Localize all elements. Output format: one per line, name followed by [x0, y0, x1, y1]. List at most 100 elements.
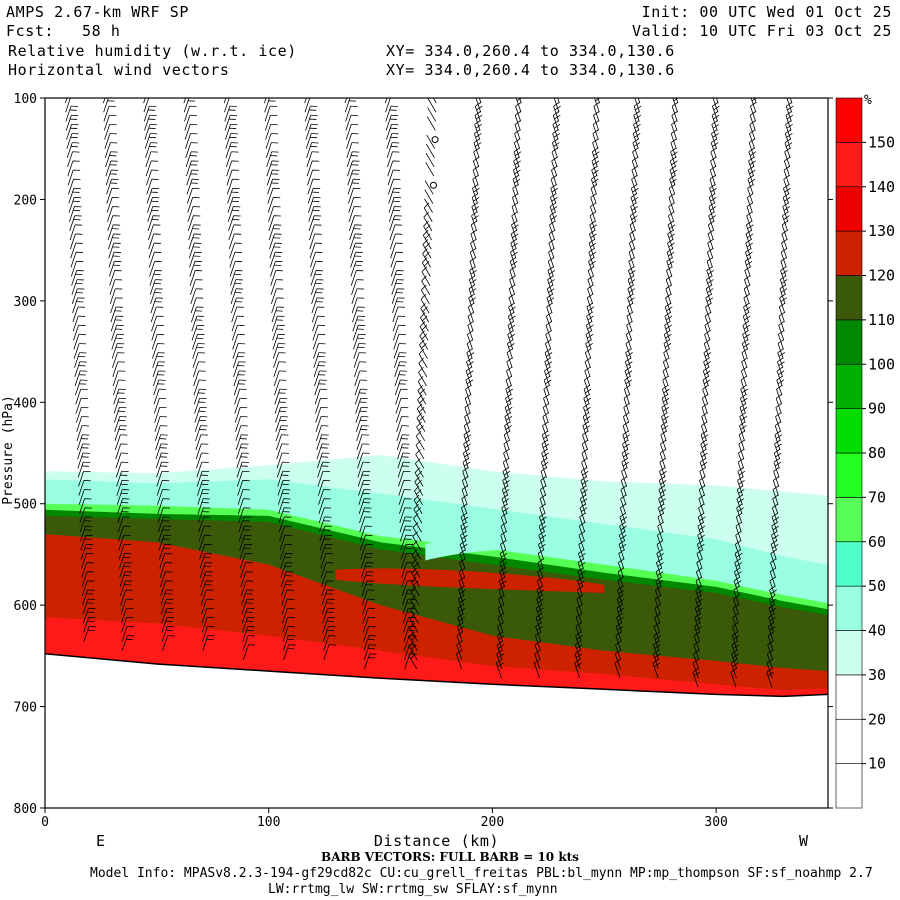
wind-barb-flag [550, 174, 558, 180]
wind-barb-flag [778, 311, 785, 317]
wind-barb-shaft [160, 589, 167, 606]
wind-barb-shaft [154, 425, 161, 441]
wind-barb-shaft [106, 179, 112, 195]
wind-barb-shaft [348, 188, 354, 204]
wind-barb-flag [410, 644, 417, 650]
wind-barb-shaft [80, 553, 87, 569]
wind-barb-shaft [395, 389, 402, 405]
wind-barb-flag [657, 512, 664, 518]
wind-barb-shaft [422, 235, 432, 250]
wind-barb-flag [734, 567, 741, 573]
wind-barb-flag [771, 512, 779, 518]
wind-barb-flag [768, 603, 775, 609]
wind-barb-flag [626, 320, 633, 326]
wind-barb-shaft [158, 544, 165, 560]
wind-barb-shaft [308, 197, 314, 213]
wind-barb-flag [712, 133, 719, 138]
wind-barb-flag [662, 375, 669, 381]
wind-barb-shaft [158, 535, 165, 551]
wind-barb-flag [513, 165, 520, 171]
wind-barb-shaft [275, 416, 282, 432]
wind-barb-flag [515, 101, 522, 107]
wind-barb-shaft [229, 261, 236, 277]
wind-barb-flag [732, 613, 739, 618]
wind-barb-shaft [730, 672, 737, 688]
wind-barb-shaft [71, 288, 78, 305]
wind-barb-flag [418, 425, 424, 431]
wind-barb-flag [589, 229, 596, 235]
wind-barb-shaft [230, 288, 237, 305]
wind-barb-shaft [234, 407, 241, 423]
wind-barb-shaft [186, 169, 193, 186]
wind-barb-flag [510, 229, 518, 235]
wind-barb-flag [550, 215, 558, 220]
wind-barb-flag [669, 174, 676, 180]
wind-barb-flag [707, 238, 714, 244]
wind-barb-shaft [77, 452, 84, 469]
wind-barb-flag [576, 635, 583, 640]
wind-barb-flag [623, 434, 631, 439]
wind-barb-flag [785, 111, 792, 116]
wind-barb-shaft [72, 297, 78, 314]
wind-barb-flag [468, 293, 475, 299]
wind-barb-flag [504, 412, 511, 417]
fcst-label: Fcst: [6, 22, 55, 40]
wind-barb-flag [707, 229, 714, 235]
wind-barb-shaft [159, 562, 166, 578]
wind-barb-flag [653, 649, 660, 655]
wind-barb-shaft [78, 489, 85, 505]
wind-barb-shaft [66, 133, 73, 149]
wind-barb-flag [467, 311, 475, 317]
wind-barb-shaft [307, 188, 314, 204]
wind-barb-shaft [353, 334, 359, 350]
wind-barb-flag [710, 187, 717, 193]
wind-barb-flag [536, 594, 543, 600]
wind-barb-shaft [71, 279, 78, 295]
wind-barb-flag [588, 247, 595, 253]
wind-barb-shaft [69, 224, 76, 241]
wind-barb-flag [420, 312, 426, 318]
wind-barb-shaft [399, 507, 406, 524]
wind-barbs [64, 98, 794, 688]
wind-barb-flag [621, 448, 629, 454]
wind-barb-flag [463, 439, 470, 445]
wind-barb-shaft [103, 98, 109, 113]
wind-barb-flag [786, 123, 793, 129]
wind-barb-flag [581, 479, 589, 485]
wind-barb-flag [627, 275, 635, 280]
rh-fill-layers [45, 98, 828, 808]
wind-barb-flag [410, 604, 416, 610]
wind-barb-shaft [264, 115, 271, 131]
wind-barb-shaft [147, 206, 154, 222]
wind-barb-shaft [363, 626, 369, 642]
wind-barb-shaft [392, 297, 398, 314]
wind-barb-flag [473, 156, 480, 162]
wind-barb-flag [626, 352, 633, 357]
wind-barb-flag [738, 430, 746, 436]
wind-barb-flag [767, 640, 774, 646]
wind-barb-shaft [280, 562, 287, 578]
wind-barb-shaft [313, 361, 320, 378]
wind-barb-flag [472, 174, 479, 180]
wind-barb-flag [587, 266, 595, 271]
wind-barb-flag [653, 662, 661, 668]
wind-barb-shaft [320, 544, 326, 560]
wind-barb-shaft [360, 535, 366, 551]
wind-barb-flag [734, 549, 742, 554]
wind-barb-shaft [271, 315, 278, 332]
wind-barb-flag [411, 558, 418, 565]
wind-barb-flag [777, 357, 784, 363]
wind-barb-flag [419, 339, 425, 346]
wind-barb-shaft [319, 525, 326, 542]
y-tick-label: 300 [14, 295, 37, 310]
wind-barb-flag [741, 406, 748, 412]
wind-barb-flag [699, 467, 706, 472]
wind-barb-shaft [282, 635, 289, 651]
wind-barb-flag [771, 521, 778, 527]
wind-barb-flag [735, 580, 742, 585]
wind-barb-shaft [269, 242, 276, 259]
wind-barb-flag [746, 211, 753, 217]
wind-barb-shaft [82, 598, 89, 615]
wind-barb-shaft [420, 289, 430, 305]
wind-barb-shaft [76, 416, 83, 432]
